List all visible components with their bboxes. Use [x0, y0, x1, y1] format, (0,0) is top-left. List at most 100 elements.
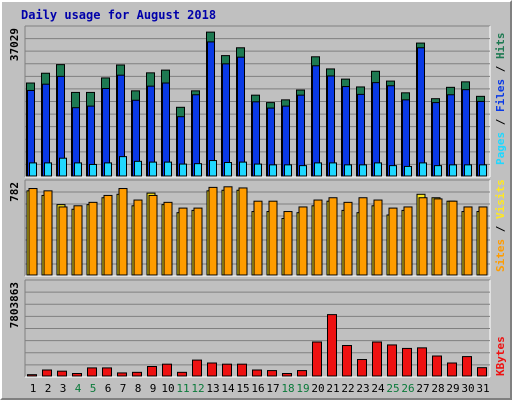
pages-bar [104, 162, 112, 177]
day-label: 2 [45, 382, 52, 395]
kbytes-bar [222, 363, 232, 377]
pages-bar [314, 162, 322, 177]
kbytes-bar [42, 369, 52, 377]
kbytes-bar [87, 367, 97, 377]
day-label: 25 [386, 382, 399, 395]
chart-title: Daily usage for August 2018 [21, 8, 217, 22]
sites-bar [43, 190, 53, 276]
pages-bar [374, 162, 382, 177]
kbytes-bar [282, 373, 292, 377]
pages-bar [389, 165, 397, 177]
files-bar [402, 99, 410, 177]
legend-sites-visits: Sites / Visits [494, 179, 507, 272]
day-label: 29 [446, 382, 459, 395]
kbytes-bar [57, 370, 67, 377]
day-label: 26 [401, 382, 414, 395]
pages-bar [119, 156, 127, 177]
sites-bar [223, 186, 233, 276]
kbytes-bar [312, 341, 322, 377]
sites-bar [208, 186, 218, 276]
legend-sites: Sites [494, 239, 507, 272]
day-label: 27 [416, 382, 429, 395]
files-bar [327, 75, 335, 177]
legend-visits: Visits [494, 179, 507, 219]
kbytes-bar [342, 345, 352, 377]
files-bar [372, 82, 380, 177]
day-label: 3 [60, 382, 67, 395]
day-label: 13 [206, 382, 219, 395]
sites-bar [313, 199, 323, 276]
panel-2-max-label: 782 [8, 182, 21, 202]
kbytes-bar [192, 359, 202, 377]
sites-bar [133, 199, 143, 276]
sites-bar [328, 197, 338, 276]
legend-separator: / [494, 112, 507, 132]
day-label: 24 [371, 382, 385, 395]
pages-bar [284, 164, 292, 177]
sites-bar [298, 206, 308, 276]
files-bar [462, 89, 470, 177]
files-bar [387, 85, 395, 177]
day-label: 20 [311, 382, 324, 395]
kbytes-bar [462, 356, 472, 377]
kbytes-bar [387, 344, 397, 377]
kbytes-bar [327, 314, 337, 377]
kbytes-bar [402, 347, 412, 377]
pages-bar [269, 164, 277, 177]
kbytes-bar [252, 369, 262, 377]
files-bar [237, 56, 245, 177]
day-label: 4 [75, 382, 82, 395]
sites-bar [178, 207, 188, 276]
files-bar [342, 86, 350, 177]
files-bar [222, 63, 230, 177]
kbytes-bar [177, 371, 187, 377]
sites-bar [148, 194, 158, 276]
pages-bar [224, 162, 232, 177]
legend-files: Files [494, 79, 507, 112]
legend-kbytes: KBytes [494, 336, 507, 376]
day-label: 14 [221, 382, 235, 395]
day-label: 21 [326, 382, 339, 395]
day-label: 15 [236, 382, 249, 395]
kbytes-bar [477, 367, 487, 377]
pages-bar [329, 162, 337, 177]
kbytes-bar [297, 370, 307, 377]
panel-3-max-label: 7803863 [8, 282, 21, 328]
kbytes-bar [432, 355, 442, 377]
sites-bar [118, 188, 128, 276]
sites-bar [433, 198, 443, 276]
day-label: 18 [281, 382, 294, 395]
legend-kbytes: KBytes [494, 336, 507, 376]
sites-bar [448, 200, 458, 276]
day-label: 6 [105, 382, 112, 395]
pages-bar [74, 162, 82, 177]
files-bar [297, 94, 305, 177]
sites-bar [388, 207, 398, 276]
sites-bar [193, 207, 203, 276]
pages-bar [239, 161, 247, 177]
kbytes-bar [132, 371, 142, 377]
kbytes-bar [237, 363, 247, 377]
pages-bar [344, 164, 352, 177]
sites-bar [478, 206, 488, 276]
day-label: 5 [90, 382, 97, 395]
legend-pages: Pages [494, 132, 507, 165]
day-label: 8 [135, 382, 142, 395]
sites-bar [73, 205, 83, 276]
day-label: 1 [30, 382, 37, 395]
sites-bar [238, 187, 248, 276]
pages-bar [479, 164, 487, 177]
sites-bar [373, 199, 383, 276]
pages-bar [89, 163, 97, 177]
pages-bar [299, 165, 307, 177]
pages-bar [419, 162, 427, 177]
day-label: 23 [356, 382, 369, 395]
day-label: 17 [266, 382, 279, 395]
sites-bar [268, 200, 278, 276]
pages-bar [209, 160, 217, 177]
kbytes-bar [207, 362, 217, 377]
sites-bar [283, 211, 293, 276]
sites-bar [253, 200, 263, 276]
kbytes-bar [102, 367, 112, 377]
pages-bar [254, 163, 262, 177]
